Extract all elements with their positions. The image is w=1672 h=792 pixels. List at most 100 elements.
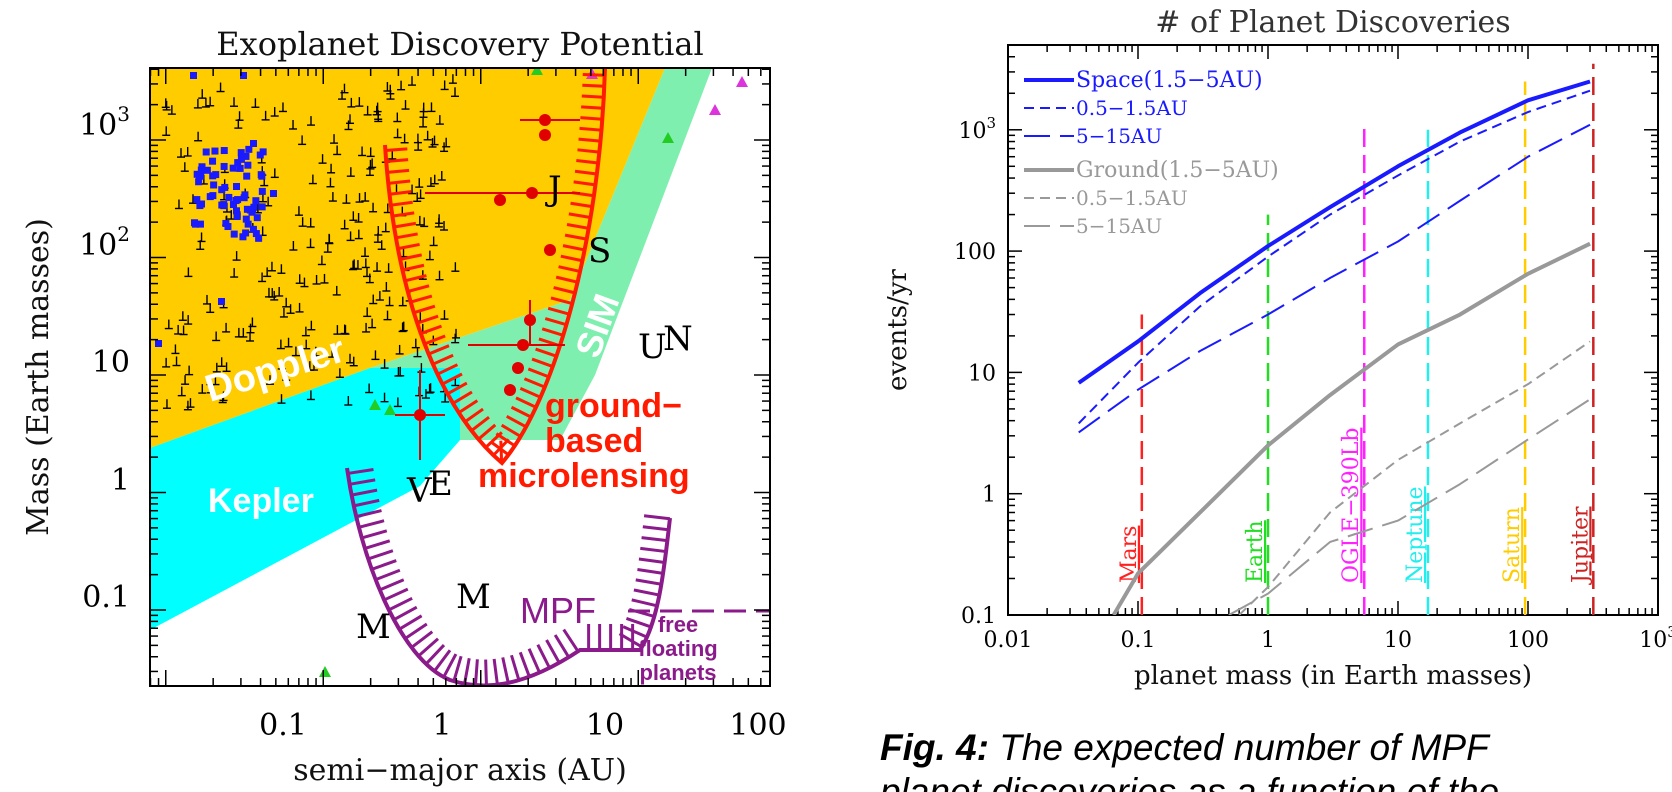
doppler-planet-marker [177,386,186,397]
doppler-planet-marker [342,194,351,204]
hatch-mark [536,643,551,669]
doppler-planet-marker [234,327,243,338]
hatch-mark [371,559,397,571]
doppler-planet-marker [197,232,206,243]
doppler-planet-marker [441,392,450,403]
doppler-planet-marker [323,243,332,253]
doppler-planet-marker [317,255,326,266]
triangle-marker [369,399,381,410]
doppler-planet-marker [171,344,180,355]
doppler-planet-marker [381,222,390,233]
doppler-planet-marker [161,98,170,109]
transit-planet-marker [242,215,250,223]
doppler-planet-marker [216,82,225,93]
doppler-planet-marker [349,356,358,367]
doppler-planet-marker [164,319,173,330]
doppler-planet-marker [206,303,215,314]
transit-planet-marker [242,152,250,160]
doppler-planet-marker [212,331,221,342]
legend-label: 0.5−1.5AU [1076,186,1188,210]
right-x-tick-label: 10 [1384,628,1412,653]
doppler-planet-marker [289,119,298,130]
doppler-planet-marker [362,322,371,333]
hatch-mark [642,525,669,532]
doppler-planet-marker [326,177,335,188]
doppler-planet-marker [440,221,449,231]
hatch-mark [643,514,671,521]
doppler-planet-marker [320,273,329,284]
doppler-planet-marker [327,163,336,174]
doppler-planet-marker [332,285,341,296]
hatch-mark [347,468,374,475]
series-line [1077,79,1591,385]
doppler-planet-marker [222,322,231,333]
triangle-marker [531,68,543,75]
hatch-mark [622,625,648,639]
hatch-mark [383,587,409,602]
right-y-tick-label: 0.1 [961,604,996,629]
hatch-mark [547,306,570,316]
planet-label-saturn: S [588,231,611,271]
doppler-planet-marker [346,114,355,124]
hatch-mark [375,568,401,582]
hatch-mark [576,159,599,165]
hatch-mark [564,233,587,241]
doppler-planet-marker [354,229,363,240]
hatch-mark [388,179,411,185]
doppler-planet-marker [368,158,377,169]
doppler-planet-marker [217,357,226,367]
doppler-planet-marker [218,393,227,404]
doppler-planet-marker [270,107,279,117]
hatch-mark [527,648,541,674]
doppler-planet-marker [415,215,424,226]
hatch-mark [428,344,450,356]
doppler-planet-marker [340,83,349,94]
doppler-planet-marker [162,126,171,136]
transit-planet-marker [239,233,247,241]
doppler-planet-marker [306,238,315,249]
doppler-planet-marker [425,250,434,261]
doppler-planet-marker [419,102,428,113]
transit-planet-marker [244,161,252,169]
hatch-mark [510,654,521,681]
transit-planet-marker [252,230,260,238]
hatch-mark [425,644,446,665]
doppler-planet-marker [222,362,231,373]
hatch-mark [640,546,667,554]
right-x-axis-label: planet mass (in Earth masses) [1134,661,1532,691]
hatch-mark [424,334,446,346]
transit-planet-marker [155,340,162,347]
doppler-planet-marker [211,375,220,386]
hatch-mark [433,649,452,672]
hatch-mark [389,190,412,196]
doppler-planet-marker [167,105,176,115]
hatch-mark [379,578,405,592]
doppler-planet-marker [183,400,192,411]
transit-planet-marker [198,200,206,208]
left-y-tick-10: 10 [92,345,130,380]
doppler-planet-marker [277,264,286,274]
doppler-planet-marker [291,346,300,357]
doppler-planet-marker [162,399,171,409]
triangle-marker [736,76,748,87]
hatch-mark [458,399,479,414]
doppler-planet-marker [373,262,382,272]
doppler-planet-marker [435,115,444,125]
hatch-mark [477,423,497,441]
hatch-mark [523,377,546,389]
hatch-mark [398,614,423,631]
hatch-mark [570,201,593,209]
transit-planet-marker [245,145,253,153]
hatch-mark [637,568,664,575]
transit-planet-marker [253,214,261,222]
doppler-planet-marker [408,184,417,195]
hatch-mark [404,622,428,640]
doppler-planet-marker [395,344,404,355]
left-x-tick-10: 10 [586,708,624,743]
hatch-mark [633,588,660,597]
hatch-mark [519,387,542,399]
hatch-mark [541,327,564,337]
doppler-planet-marker [344,396,353,406]
doppler-planet-marker [202,294,211,305]
hatch-mark [358,519,385,529]
